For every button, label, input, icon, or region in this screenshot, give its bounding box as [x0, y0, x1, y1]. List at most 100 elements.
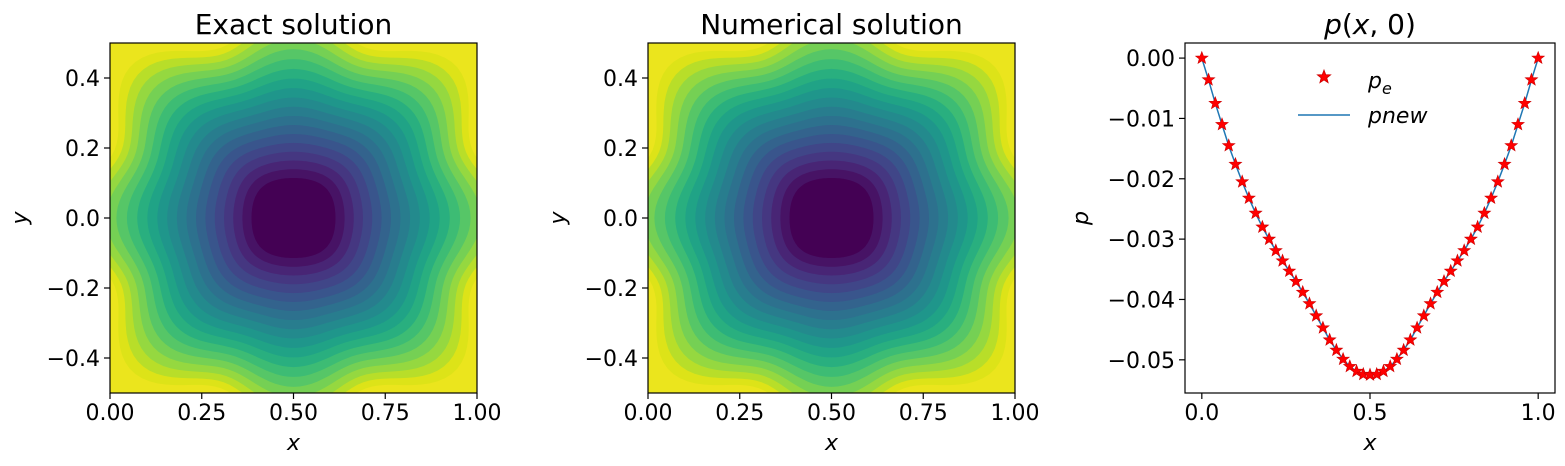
- x-tick-label: 0.50: [269, 401, 318, 426]
- y-tick-label: 0.2: [603, 137, 638, 162]
- y-tick-label: −0.4: [47, 347, 100, 372]
- y-axis-label: p: [1069, 211, 1094, 226]
- data-point-pe: [1282, 263, 1297, 278]
- data-point-pe: [1275, 253, 1290, 267]
- data-point-pe: [1289, 274, 1303, 288]
- y-axis-label: y: [8, 211, 33, 226]
- y-tick-label: −0.02: [1108, 168, 1175, 193]
- data-point-pe: [1423, 296, 1438, 310]
- data-point-pe: [1416, 308, 1431, 322]
- chart-title: Exact solution: [195, 8, 393, 41]
- data-point-pe: [1302, 296, 1317, 310]
- data-point-pe: [1201, 72, 1216, 86]
- data-point-pe: [1315, 320, 1330, 334]
- data-point-pe: [1524, 72, 1539, 86]
- panel-numerical-solution: Numerical solution 0.00 0.25 0.50 0.75 1.00 −…: [546, 8, 1040, 456]
- data-point-pe: [1329, 342, 1344, 357]
- y-tick-label: 0.2: [65, 137, 100, 162]
- data-point-pe: [1221, 138, 1236, 152]
- data-point-pe: [1484, 190, 1499, 205]
- contour-level: [251, 178, 336, 258]
- data-point-pe: [1295, 284, 1310, 299]
- data-point-pe: [1430, 284, 1445, 299]
- legend-label-pe: pe: [1367, 69, 1392, 98]
- panel-exact-solution: Exact solution 0.00 0.25 0.50 0.75 1.00 −0.4 −…: [8, 8, 502, 456]
- legend: pe pnew: [1298, 68, 1428, 129]
- panel-line-plot: p(x, 0) 0.0 0.5 1.0 0.00 −0.01 −0.02 −0.03 −0.0…: [1069, 8, 1556, 456]
- data-point-pe: [1248, 205, 1263, 220]
- data-point-pe: [1511, 117, 1525, 131]
- data-point-pe: [1410, 320, 1425, 334]
- x-tick-label: 1.00: [453, 401, 502, 426]
- x-axis-label: x: [286, 431, 301, 456]
- x-tick-label: 0.00: [624, 401, 673, 426]
- line-plot-area: [1194, 50, 1546, 381]
- data-point-pe: [1309, 308, 1324, 322]
- y-tick-label: 0.0: [65, 207, 100, 232]
- data-point-pe: [1457, 243, 1472, 257]
- data-point-pe: [1517, 95, 1532, 110]
- data-point-pe: [1450, 253, 1465, 267]
- x-tick-label: 0.25: [715, 401, 764, 426]
- data-point-pe: [1504, 138, 1519, 152]
- contour-level: [789, 178, 874, 258]
- data-point-pe: [1443, 263, 1458, 278]
- y-tick-label: −0.05: [1108, 349, 1175, 374]
- data-point-pe: [1268, 243, 1283, 257]
- tick-group: 0.00 0.25 0.50 0.75 1.00 −0.4 −0.2 0.0 0.2 0.4: [585, 67, 1040, 426]
- contour-plot: [110, 43, 477, 393]
- y-tick-label: −0.03: [1108, 228, 1175, 253]
- data-point-pe: [1497, 156, 1512, 171]
- data-point-pe: [1241, 190, 1256, 205]
- x-tick-label: 1.00: [991, 401, 1040, 426]
- data-point-pe: [1396, 342, 1411, 357]
- data-point-pe: [1349, 363, 1364, 378]
- data-point-pe: [1208, 95, 1223, 110]
- chart-title: Numerical solution: [700, 8, 963, 41]
- y-tick-label: −0.01: [1108, 107, 1175, 132]
- data-point-pe: [1215, 117, 1229, 131]
- data-point-pe: [1356, 366, 1371, 381]
- data-point-pe: [1437, 274, 1451, 288]
- x-tick-label: 0.50: [807, 401, 856, 426]
- y-tick-label: −0.04: [1108, 288, 1175, 313]
- data-point-pe: [1255, 219, 1270, 234]
- x-tick-label: 0.75: [361, 401, 410, 426]
- data-point-pe: [1403, 332, 1418, 346]
- legend-label-pnew: pnew: [1367, 104, 1428, 129]
- data-point-pe: [1194, 50, 1209, 65]
- tick-group: 0.00 0.25 0.50 0.75 1.00 −0.4 −0.2 0.0 0.2 0.4: [47, 67, 502, 426]
- x-tick-label: 0.75: [899, 401, 948, 426]
- data-point-pe: [1336, 351, 1351, 366]
- y-tick-label: 0.0: [603, 207, 638, 232]
- data-point-pe: [1531, 50, 1546, 65]
- data-point-pe: [1477, 205, 1492, 220]
- data-point-pe: [1383, 359, 1398, 373]
- x-axis-label: x: [824, 431, 839, 456]
- data-point-pe: [1228, 156, 1243, 171]
- data-point-pe: [1322, 332, 1337, 346]
- x-tick-label: 0.00: [86, 401, 135, 426]
- x-tick-label: 0.0: [1184, 401, 1219, 426]
- data-point-pe: [1470, 219, 1485, 234]
- y-tick-label: −0.2: [585, 277, 638, 302]
- y-tick-label: 0.00: [1126, 47, 1175, 72]
- contour-plot: [648, 43, 1015, 393]
- y-tick-label: −0.4: [585, 347, 638, 372]
- x-tick-label: 0.25: [177, 401, 226, 426]
- data-point-pe: [1490, 174, 1505, 188]
- x-axis-label: x: [1362, 431, 1377, 456]
- y-tick-label: 0.4: [65, 67, 100, 92]
- data-point-pe: [1463, 231, 1478, 246]
- y-tick-label: −0.2: [47, 277, 100, 302]
- chart-title: p(x, 0): [1323, 8, 1416, 41]
- y-tick-label: 0.4: [603, 67, 638, 92]
- legend-marker-pe: [1316, 68, 1332, 84]
- x-tick-label: 0.5: [1353, 401, 1388, 426]
- data-point-pe: [1262, 231, 1277, 246]
- plot-frame: [1184, 42, 1556, 394]
- tick-group: 0.0 0.5 1.0 0.00 −0.01 −0.02 −0.03 −0.04 −0.05: [1108, 47, 1556, 426]
- data-point-pe: [1235, 174, 1250, 188]
- x-tick-label: 1.0: [1521, 401, 1556, 426]
